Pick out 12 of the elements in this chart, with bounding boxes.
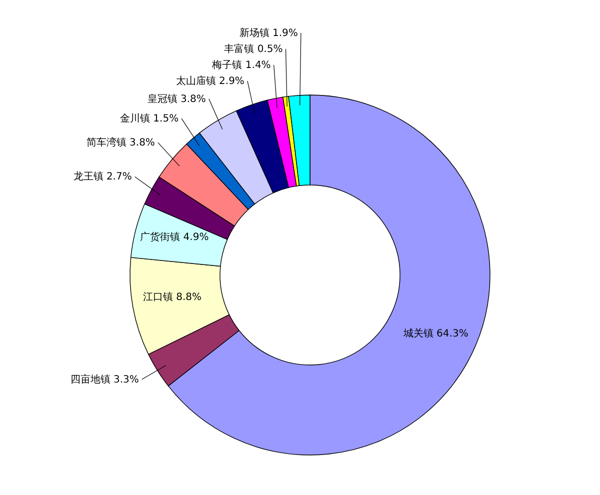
slice-label: 梅子镇 1.4% (211, 58, 271, 71)
slice-label: 城关镇 64.3% (402, 327, 468, 340)
slice-label: 龙王镇 2.7% (73, 170, 132, 183)
slice-label: 四亩地镇 3.3% (70, 373, 139, 386)
slice-label: 太山庙镇 2.9% (176, 74, 244, 87)
slice-label: 丰富镇 0.5% (224, 42, 283, 55)
slice-label: 皇冠镇 3.8% (147, 92, 206, 105)
slice-label: 江口镇 8.8% (142, 290, 202, 303)
slice-label: 简车湾镇 3.8% (86, 136, 155, 149)
slice-label: 金川镇 1.5% (120, 112, 179, 125)
slice-label: 广货街镇 4.9% (140, 231, 209, 244)
slice-label: 新场镇 1.9% (239, 26, 298, 39)
